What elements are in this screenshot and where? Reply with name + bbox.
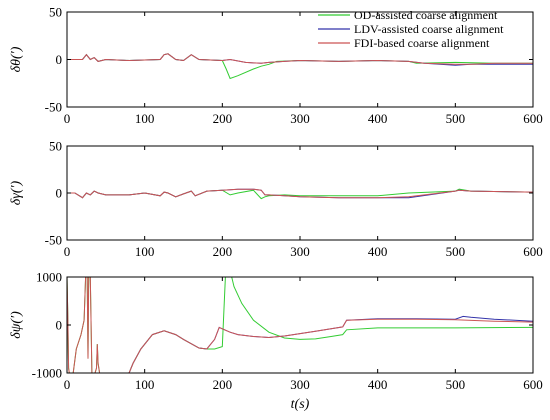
x-tick-label: 0: [64, 111, 71, 126]
plot-frame: [66, 276, 534, 374]
y-axis-label: δγ(′): [9, 180, 24, 205]
series-line-fdi-based: [67, 277, 533, 373]
x-tick-label: 200: [213, 111, 233, 126]
y-tick-label: -50: [45, 233, 62, 248]
x-tick-label: 500: [446, 111, 466, 126]
x-tick-label: 600: [523, 244, 543, 259]
y-tick-label: 50: [49, 5, 62, 20]
series-group: [67, 53, 533, 80]
x-tick-label: 400: [368, 244, 388, 259]
legend-label: OD-assisted coarse alignment: [354, 8, 498, 22]
x-tick-label: 300: [290, 377, 310, 392]
y-tick-label: -50: [45, 100, 62, 115]
panel-1: 0 100 200 300 400 500 600-50050δθ(′)OD-assiste…: [9, 5, 543, 127]
x-tick-label: 300: [290, 111, 310, 126]
x-tick-label: 500: [446, 244, 466, 259]
x-tick-label: 100: [135, 377, 155, 392]
series-group: [67, 277, 533, 373]
x-axis-label: t(s): [291, 397, 310, 412]
y-tick-label: 0: [56, 52, 63, 67]
legend-label: FDI-based coarse alignment: [354, 36, 490, 50]
x-tick-label: 400: [368, 377, 388, 392]
series-line-od-assisted: [67, 53, 533, 80]
series-line-fdi-based: [67, 53, 533, 65]
series-line-od-assisted: [67, 277, 533, 373]
series-line-ldv-assisted: [128, 315, 533, 373]
x-tick-label: 100: [135, 111, 155, 126]
plot-frame: [66, 145, 534, 241]
legend: OD-assisted coarse alignmentLDV-assisted…: [318, 8, 504, 50]
series-line-fdi-based: [67, 188, 533, 199]
x-tick-label: 500: [446, 377, 466, 392]
x-tick-label: 300: [290, 244, 310, 259]
x-tick-label: 200: [213, 377, 233, 392]
y-tick-label: -1000: [32, 366, 62, 381]
x-tick-label: 0: [64, 244, 71, 259]
x-tick-label: 0: [64, 377, 71, 392]
x-tick-label: 200: [213, 244, 233, 259]
series-line-ldv-assisted: [67, 53, 533, 66]
x-tick-label: 600: [523, 111, 543, 126]
y-tick-label: 0: [56, 318, 63, 333]
legend-label: LDV-assisted coarse alignment: [354, 22, 504, 36]
series-group: [67, 188, 533, 200]
x-tick-label: 600: [523, 377, 543, 392]
y-axis-label: δθ(′): [9, 46, 24, 72]
y-axis-label: δψ(′): [9, 311, 24, 339]
x-tick-label: 100: [135, 244, 155, 259]
x-tick-label: 400: [368, 111, 388, 126]
y-tick-label: 1000: [36, 270, 62, 285]
y-tick-label: 50: [49, 139, 62, 154]
y-tick-label: 0: [56, 186, 63, 201]
